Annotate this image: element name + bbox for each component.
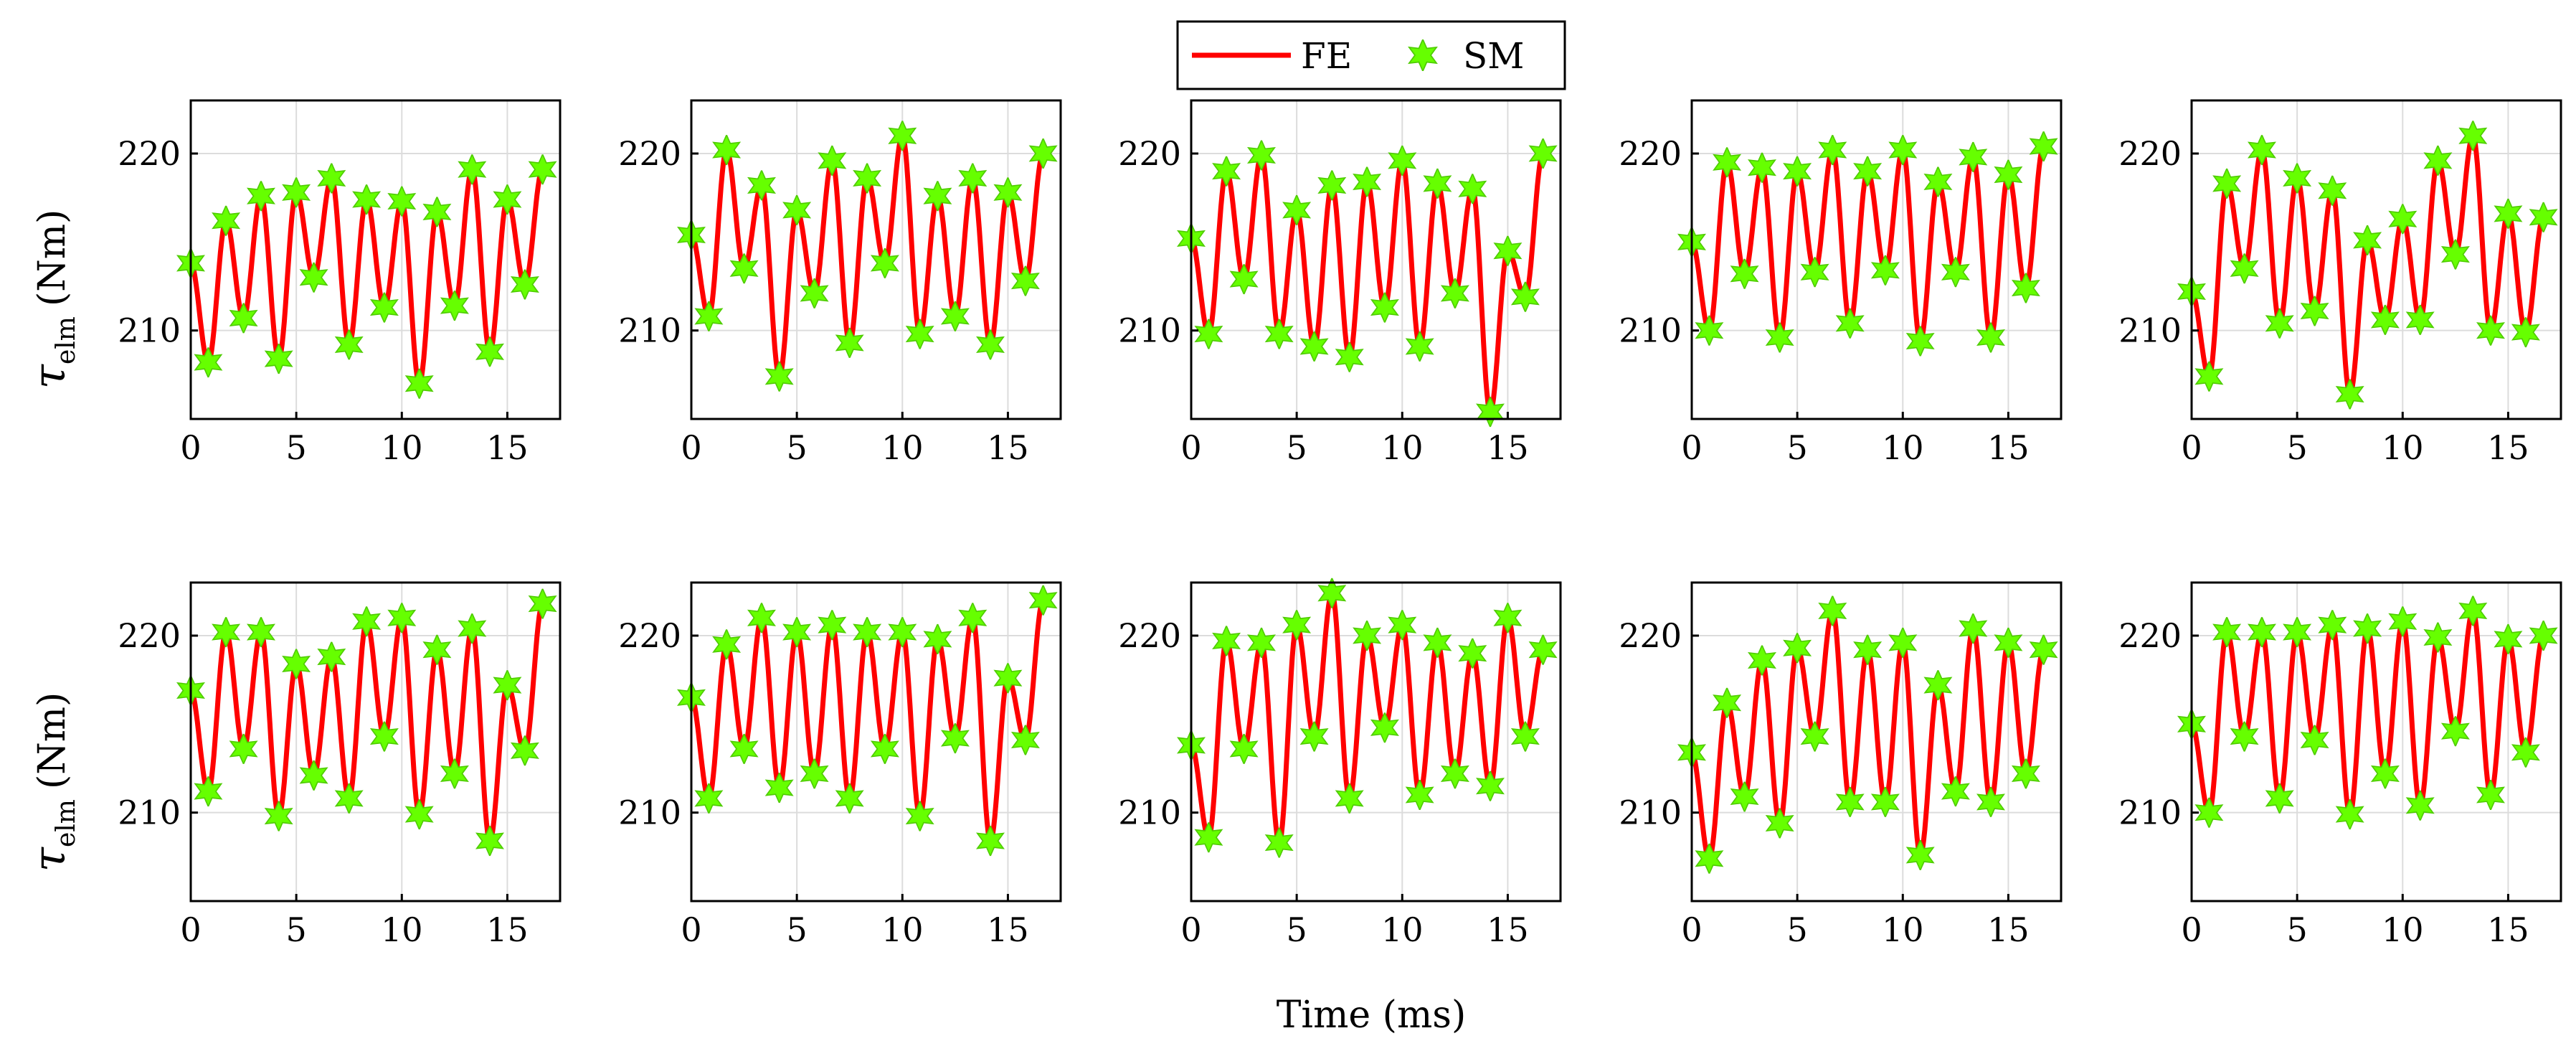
legend-sm-label: SM bbox=[1463, 35, 1524, 77]
x-tick-label: 10 bbox=[881, 910, 924, 949]
axes-box bbox=[189, 99, 562, 420]
panel-row2-col3: 0 5 10 15 210 220 bbox=[1118, 578, 1562, 949]
panel-row1-col5: 0 5 10 15 210 220 bbox=[2118, 99, 2562, 467]
ylabel-unit: (Nm) bbox=[31, 209, 74, 306]
panel-row2-col5: 0 5 10 15 210 220 bbox=[2118, 581, 2562, 949]
x-tick-label: 15 bbox=[1987, 428, 2030, 467]
axes-box bbox=[690, 581, 1062, 903]
axes-box bbox=[1190, 99, 1562, 420]
axes-box bbox=[1190, 581, 1562, 903]
svg-text:τelm(Nm): τelm (Nm) bbox=[23, 692, 81, 872]
x-tick-label: 10 bbox=[2382, 910, 2424, 949]
panel-row2-col1: 0 5 10 15 210 220 bbox=[118, 581, 562, 949]
ylabel-symbol: τ bbox=[23, 846, 75, 872]
panel-row1-col3: 0 5 10 15 210 220 bbox=[1118, 99, 1562, 467]
x-tick-label: 10 bbox=[2382, 428, 2424, 467]
axes-box bbox=[690, 99, 1062, 420]
axes-box bbox=[2190, 581, 2562, 903]
axes-box bbox=[1690, 581, 2063, 903]
x-tick-label: 10 bbox=[1882, 910, 1924, 949]
x-tick-label: 0 bbox=[2181, 428, 2202, 467]
panel-row1-col1: 0 5 10 15 210 220 bbox=[118, 99, 562, 467]
x-tick-label: 15 bbox=[486, 428, 529, 467]
y-tick-label: 220 bbox=[1118, 134, 1181, 173]
x-tick-label: 0 bbox=[681, 910, 701, 949]
x-tick-label: 5 bbox=[1287, 428, 1307, 467]
x-tick-label: 5 bbox=[787, 910, 808, 949]
panel-row2-col4: 0 5 10 15 210 220 bbox=[1619, 581, 2063, 949]
panel-row1-col2: 0 5 10 15 210 220 bbox=[618, 99, 1062, 467]
x-tick-label: 15 bbox=[987, 910, 1029, 949]
y-tick-label: 210 bbox=[118, 793, 181, 832]
y-tick-label: 210 bbox=[618, 793, 681, 832]
x-tick-label: 0 bbox=[1180, 428, 1201, 467]
axes-box bbox=[1690, 99, 2063, 420]
y-tick-label: 220 bbox=[618, 134, 681, 173]
ylabel-unit: (Nm) bbox=[31, 692, 74, 789]
x-tick-label: 10 bbox=[1381, 428, 1424, 467]
x-tick-label: 15 bbox=[987, 428, 1029, 467]
x-tick-label: 10 bbox=[381, 428, 423, 467]
x-tick-label: 15 bbox=[2487, 428, 2529, 467]
y-tick-label: 220 bbox=[2118, 616, 2182, 655]
x-tick-label: 5 bbox=[787, 428, 808, 467]
axes-box bbox=[189, 581, 562, 903]
ylabel-row-1: τelm (Nm) bbox=[23, 209, 81, 390]
x-tick-label: 15 bbox=[1487, 910, 1529, 949]
y-tick-label: 220 bbox=[1619, 134, 1682, 173]
y-tick-label: 210 bbox=[118, 311, 181, 350]
x-tick-label: 5 bbox=[286, 910, 307, 949]
x-tick-label: 10 bbox=[381, 910, 423, 949]
x-tick-label: 10 bbox=[1381, 910, 1424, 949]
x-tick-label: 0 bbox=[2181, 910, 2202, 949]
ylabel-row-2: τelm (Nm) bbox=[23, 692, 81, 872]
axes-box bbox=[2190, 99, 2562, 420]
y-tick-label: 210 bbox=[1619, 793, 1682, 832]
y-tick-label: 220 bbox=[2118, 134, 2182, 173]
x-tick-label: 5 bbox=[2287, 428, 2308, 467]
x-tick-label: 0 bbox=[1681, 910, 1702, 949]
y-tick-label: 220 bbox=[118, 134, 181, 173]
x-tick-label: 5 bbox=[1787, 428, 1808, 467]
x-tick-label: 5 bbox=[286, 428, 307, 467]
x-tick-label: 0 bbox=[1681, 428, 1702, 467]
y-tick-label: 210 bbox=[1118, 793, 1181, 832]
x-tick-label: 0 bbox=[180, 428, 201, 467]
x-tick-label: 10 bbox=[1882, 428, 1924, 467]
panel-row2-col2: 0 5 10 15 210 220 bbox=[618, 581, 1062, 949]
xlabel: Time (ms) bbox=[1277, 994, 1467, 1037]
legend-fe-label: FE bbox=[1301, 35, 1352, 77]
y-tick-label: 210 bbox=[618, 311, 681, 350]
y-tick-label: 210 bbox=[2118, 311, 2182, 350]
x-tick-label: 15 bbox=[2487, 910, 2529, 949]
y-tick-label: 220 bbox=[1118, 616, 1181, 655]
y-tick-label: 220 bbox=[118, 616, 181, 655]
x-tick-label: 10 bbox=[881, 428, 924, 467]
y-tick-label: 210 bbox=[1619, 311, 1682, 350]
y-tick-label: 210 bbox=[1118, 311, 1181, 350]
x-tick-label: 5 bbox=[1787, 910, 1808, 949]
legend: FE SM bbox=[1176, 20, 1566, 90]
y-tick-label: 220 bbox=[1619, 616, 1682, 655]
ylabel-subscript: elm bbox=[52, 799, 81, 847]
ylabel-subscript: elm bbox=[52, 316, 81, 364]
x-tick-label: 5 bbox=[1287, 910, 1307, 949]
svg-text:τelm(Nm): τelm (Nm) bbox=[23, 209, 81, 390]
panel-row1-col4: 0 5 10 15 210 220 bbox=[1619, 99, 2063, 467]
x-tick-label: 0 bbox=[1180, 910, 1201, 949]
ylabel-symbol: τ bbox=[23, 363, 75, 389]
x-tick-label: 5 bbox=[2287, 910, 2308, 949]
y-tick-label: 210 bbox=[2118, 793, 2182, 832]
x-tick-label: 15 bbox=[1487, 428, 1529, 467]
x-tick-label: 15 bbox=[1987, 910, 2030, 949]
x-tick-label: 15 bbox=[486, 910, 529, 949]
x-tick-label: 0 bbox=[681, 428, 701, 467]
x-tick-label: 0 bbox=[180, 910, 201, 949]
y-tick-label: 220 bbox=[618, 616, 681, 655]
